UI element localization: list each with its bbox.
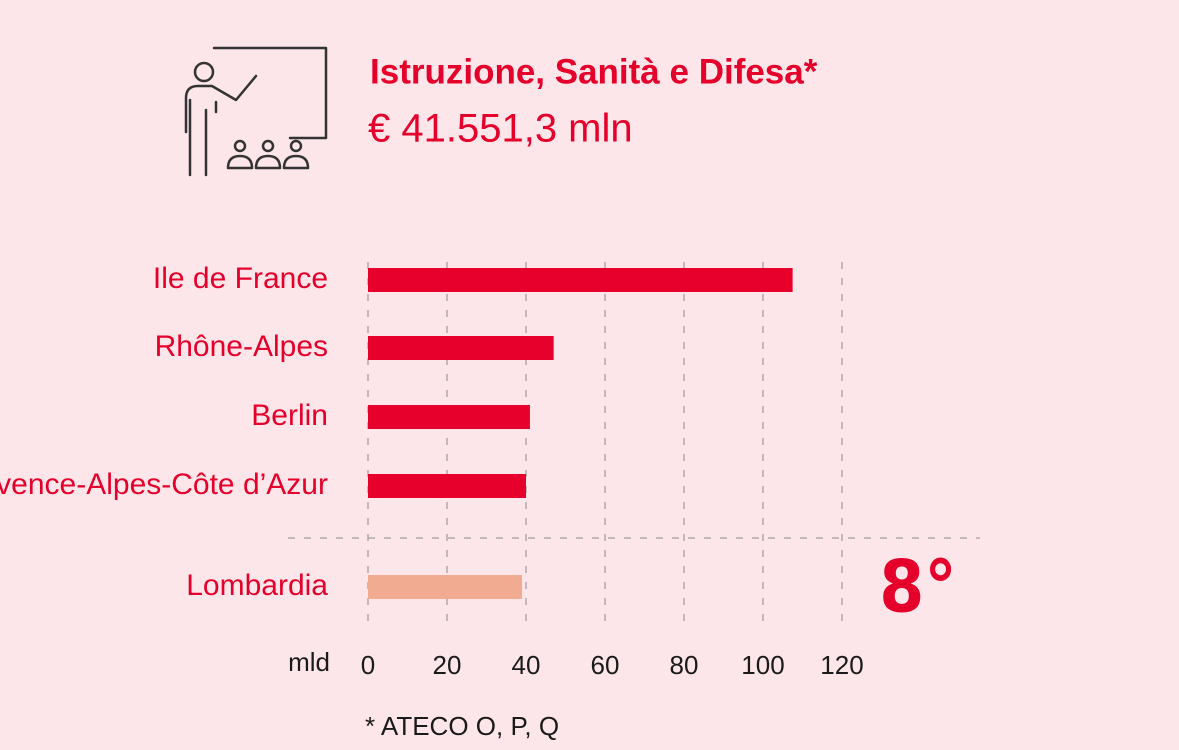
- y-tick-label: Rhône-Alpes: [155, 330, 328, 363]
- y-tick-label: Lombardia: [186, 569, 328, 602]
- x-tick-label: 100: [741, 650, 784, 680]
- y-tick-label: Ile de France: [153, 262, 328, 295]
- footnote: * ATECO O, P, Q: [365, 711, 559, 741]
- x-tick-label: 40: [512, 650, 541, 680]
- x-tick-label: 80: [670, 650, 699, 680]
- axis-label: mld: [288, 647, 330, 677]
- bar: [368, 405, 530, 429]
- bar: [368, 575, 523, 599]
- icon: [184, 46, 328, 177]
- x-tick-label: 0: [361, 650, 375, 680]
- bar: [368, 336, 554, 360]
- chart-subtitle: € 41.551,3 mln: [368, 107, 633, 151]
- x-tick-label: 20: [433, 650, 462, 680]
- rank: 8°: [879, 545, 956, 629]
- x-tick-label: 60: [591, 650, 620, 680]
- y-tick-label: Berlin: [251, 399, 328, 432]
- chart-title: Istruzione, Sanità e Difesa*: [370, 52, 818, 91]
- y-tick-label: Provence-Alpes-Côte d’Azur: [0, 468, 328, 501]
- bar: [368, 474, 526, 498]
- x-tick-label: 120: [820, 650, 863, 680]
- bar: [368, 268, 793, 292]
